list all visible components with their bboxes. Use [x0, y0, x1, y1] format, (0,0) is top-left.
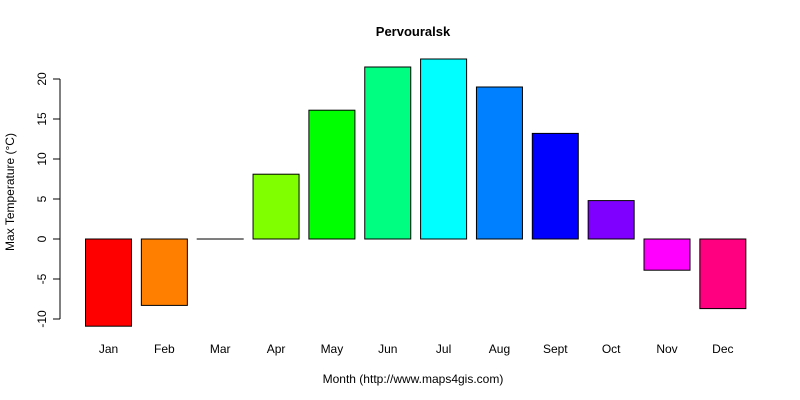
- x-tick-label: May: [321, 342, 344, 356]
- x-tick-label: Sept: [543, 342, 568, 356]
- bar-oct: [587, 200, 635, 240]
- x-axis-title: Month (http://www.maps4gis.com): [323, 372, 504, 386]
- x-tick-label: Mar: [210, 342, 231, 356]
- y-axis: -10 -5 0 5 10 15 20: [35, 72, 61, 328]
- y-tick-label: 20: [35, 72, 49, 86]
- x-tick-label: Aug: [489, 342, 510, 356]
- x-axis-labels: Jan Feb Mar Apr May Jun Jul Aug Sept Oct Nov Dec: [99, 342, 734, 356]
- y-tick-label: 10: [35, 152, 49, 166]
- bar-apr: [252, 173, 300, 240]
- bar-sept: [531, 132, 579, 240]
- bar-jul: [420, 58, 468, 240]
- bar-jan: [85, 238, 132, 327]
- bar-dec: [699, 238, 747, 310]
- bar-nov: [643, 238, 691, 271]
- bar-feb: [140, 238, 188, 306]
- y-axis-title: Max Temperature (°C): [3, 133, 17, 251]
- bars: [85, 58, 747, 327]
- x-tick-label: Jan: [99, 342, 118, 356]
- x-tick-label: Nov: [656, 342, 677, 356]
- x-tick-label: Jul: [436, 342, 451, 356]
- x-tick-label: Feb: [154, 342, 175, 356]
- chart-title: Pervouralsk: [376, 24, 451, 39]
- x-tick-label: Dec: [712, 342, 733, 356]
- y-tick-label: -5: [35, 273, 49, 284]
- y-tick-label: 5: [35, 195, 49, 202]
- bar-may: [308, 109, 356, 240]
- x-tick-label: Apr: [267, 342, 286, 356]
- y-tick-label: 0: [35, 235, 49, 242]
- y-tick-label: 15: [35, 112, 49, 126]
- y-tick-label: -10: [35, 310, 49, 328]
- bar-jun: [364, 66, 412, 240]
- bar-aug: [475, 86, 523, 240]
- x-tick-label: Jun: [378, 342, 397, 356]
- x-tick-label: Oct: [602, 342, 621, 356]
